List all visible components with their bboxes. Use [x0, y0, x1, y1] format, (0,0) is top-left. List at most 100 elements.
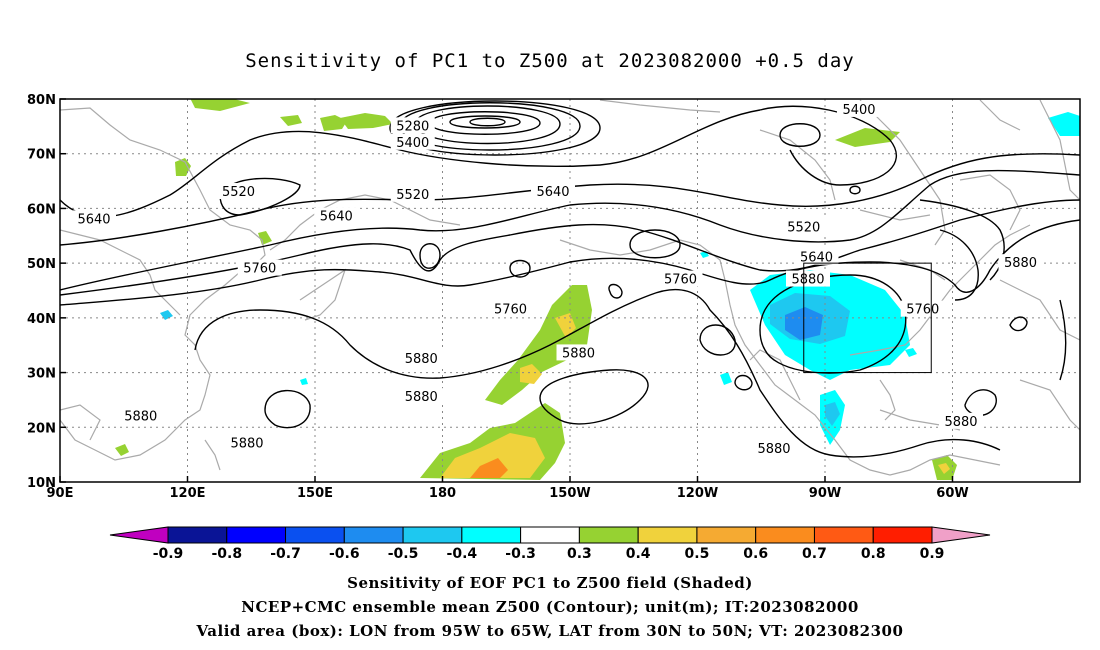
- z500-contour: [194, 288, 1001, 458]
- colorbar-swatch: [226, 526, 287, 544]
- colorbar-swatch: [461, 526, 522, 544]
- contour-label: 5880: [405, 390, 438, 405]
- contour-label: 5640: [800, 251, 833, 266]
- colorbar-label: 0.4: [626, 546, 651, 562]
- contour-label: 5400: [396, 136, 429, 151]
- coastline: [879, 379, 896, 421]
- z500-contour: [389, 100, 601, 156]
- coastline: [999, 279, 1080, 341]
- contour-label: 5880: [944, 415, 977, 430]
- colorbar-label: -0.4: [447, 546, 478, 562]
- z500-contour: [629, 229, 681, 259]
- z500-contour: [1059, 299, 1067, 381]
- contour-label-bg: [488, 300, 533, 317]
- z500-contour: [414, 105, 561, 145]
- z500-contour: [779, 123, 821, 147]
- map-title: Sensitivity of PC1 to Z500 at 2023082000…: [245, 50, 855, 72]
- z500-contour: [939, 229, 979, 301]
- z500-contour: [734, 374, 753, 391]
- coastline: [979, 99, 1021, 131]
- contour-label-bg: [781, 218, 826, 235]
- colorbar-label: -0.8: [211, 546, 242, 562]
- lon-label: 150E: [297, 486, 333, 501]
- colorbar-min-triangle: [109, 526, 169, 544]
- contour-label: 5760: [906, 303, 939, 318]
- z500-contour: [1009, 316, 1028, 332]
- coastline: [749, 349, 801, 401]
- coastline: [60, 107, 266, 461]
- shading-patch: [555, 313, 576, 338]
- lon-label: 90W: [809, 486, 841, 501]
- contour-label-bg: [658, 270, 703, 287]
- coastline: [60, 404, 101, 441]
- contour-label-bg: [390, 185, 435, 202]
- z500-contour: [849, 185, 861, 195]
- contour-label: 5880: [230, 437, 263, 452]
- contour-label: 5880: [791, 273, 824, 288]
- contour-label-bg: [556, 344, 601, 361]
- z500-contour: [60, 169, 1080, 291]
- lat-label: 10N: [27, 476, 56, 491]
- colorbar-label: -0.3: [505, 546, 536, 562]
- z500-contour: [60, 199, 1080, 296]
- valid-area-rectangle: [803, 262, 932, 374]
- contour-label-bg: [399, 388, 444, 405]
- z500-contour: [60, 109, 761, 218]
- lon-label: 180: [429, 486, 456, 501]
- contour-label: 5880: [562, 346, 595, 361]
- shading-patch: [905, 348, 917, 357]
- colorbar-max-triangle: [931, 526, 991, 544]
- contour-label: 5640: [536, 185, 569, 200]
- z500-contour: [608, 283, 623, 299]
- contour-label-bg: [225, 434, 269, 451]
- z500-contour: [539, 369, 649, 425]
- contour-label: 5760: [494, 303, 527, 318]
- coastline: [1039, 99, 1080, 201]
- contour-label: 5640: [77, 212, 110, 227]
- colorbar-swatch: [167, 526, 228, 544]
- shading-patch: [520, 364, 542, 384]
- shading-patch: [190, 99, 250, 111]
- sensitivity-shading: [115, 99, 1080, 480]
- colorbar-swatch: [285, 526, 345, 544]
- coastline: [859, 99, 946, 246]
- contour-label-bg: [752, 440, 796, 457]
- shading-patch: [258, 231, 272, 245]
- lat-label: 30N: [27, 367, 56, 382]
- shading-patch: [300, 378, 308, 385]
- contour-label-bg: [531, 183, 575, 200]
- contour-label: 5640: [320, 210, 353, 225]
- colorbar-label: 0.7: [802, 546, 827, 562]
- shading-patch: [320, 115, 347, 131]
- contour-label-bg: [72, 210, 116, 227]
- z500-contour: [449, 115, 521, 129]
- contour-label-bg: [998, 254, 1043, 271]
- z500-contour: [759, 105, 897, 186]
- contour-label-bg: [237, 259, 282, 276]
- contour-label: 5760: [243, 262, 276, 277]
- lat-label: 70N: [27, 148, 56, 163]
- contour-label-bg: [390, 117, 435, 134]
- caption-line-1: Sensitivity of EOF PC1 to Z500 field (Sh…: [347, 574, 753, 592]
- contour-label: 5880: [124, 409, 157, 424]
- z500-contour: [419, 243, 441, 269]
- coastline: [959, 174, 1021, 231]
- contour-label-bg: [794, 248, 839, 265]
- lon-label: 60W: [936, 486, 968, 501]
- z500-contour: [699, 324, 736, 356]
- lat-label: 60N: [27, 202, 56, 217]
- shading-patch: [440, 433, 545, 478]
- colorbar-swatch: [872, 526, 933, 544]
- shading-patch: [160, 310, 173, 320]
- lon-label: 120E: [169, 486, 205, 501]
- colorbar-label: -0.9: [153, 546, 184, 562]
- colorbar-label: -0.5: [388, 546, 419, 562]
- z500-contour: [964, 389, 997, 417]
- shading-patch: [1048, 112, 1080, 136]
- coastline: [1019, 379, 1080, 431]
- contour-label-bg: [216, 183, 261, 200]
- contour-label: 5880: [405, 352, 438, 367]
- z500-contour: [219, 177, 301, 216]
